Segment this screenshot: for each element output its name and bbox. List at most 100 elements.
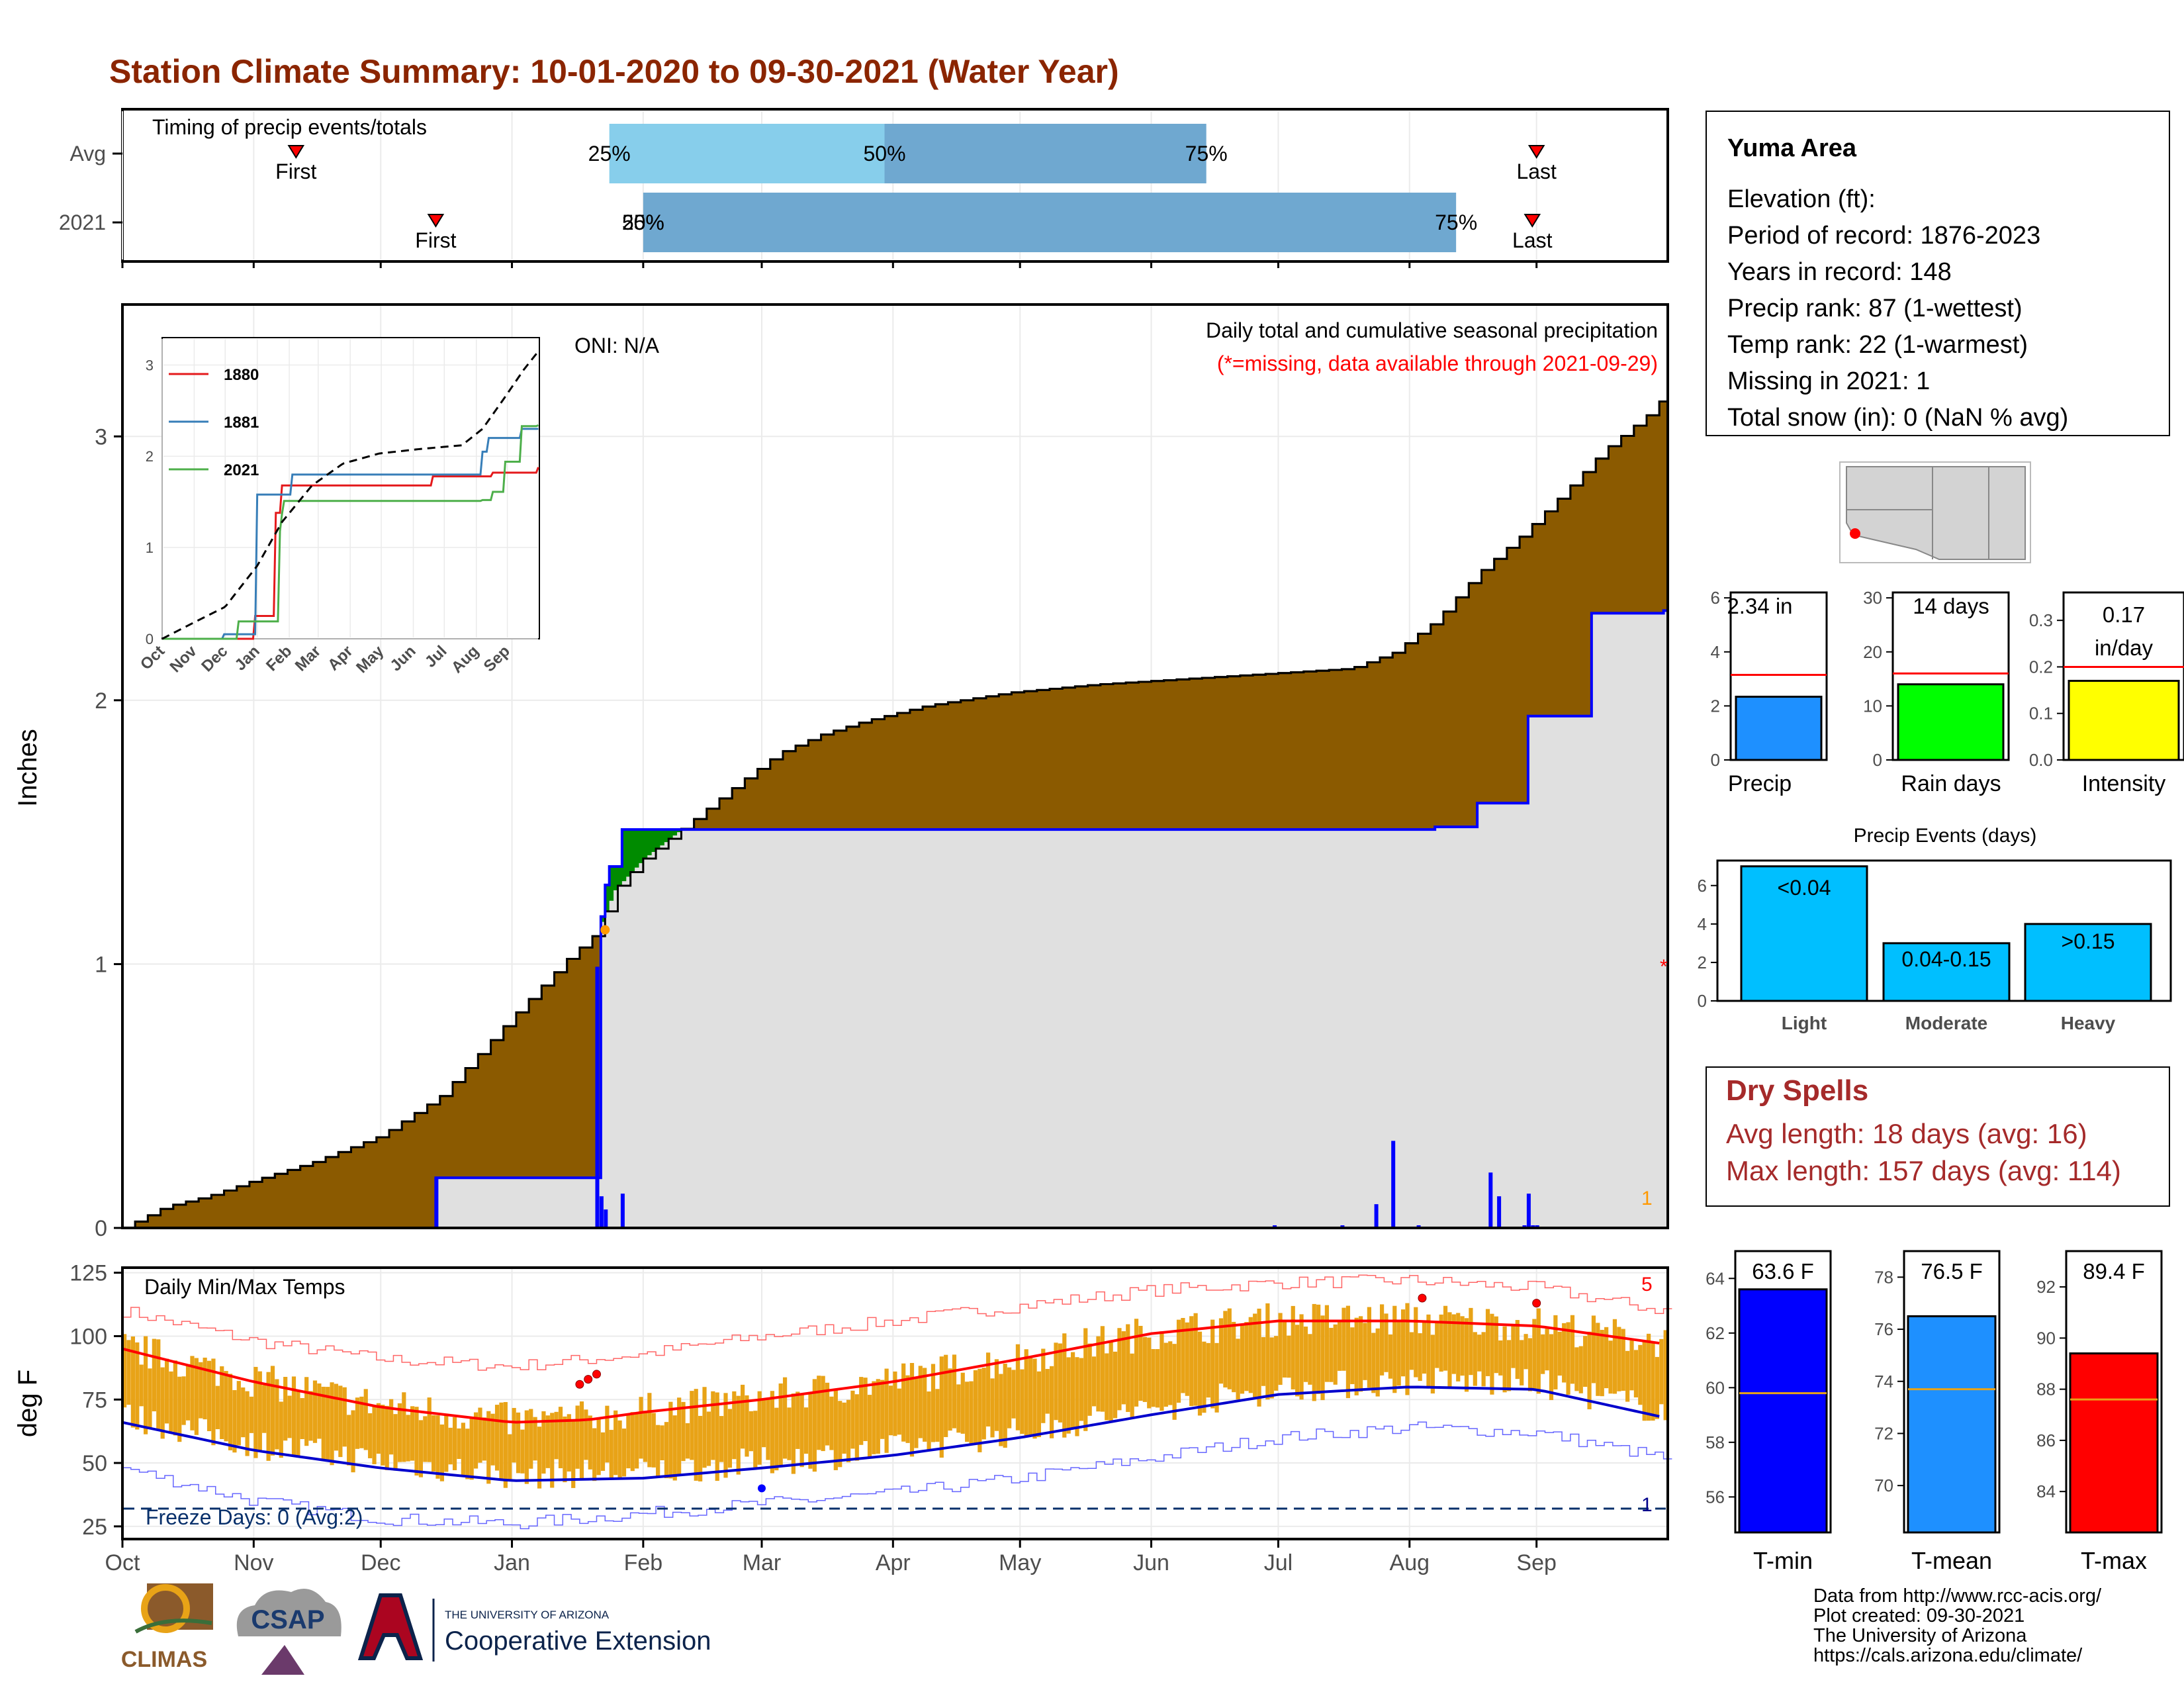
daily-temp-bar-187 [914, 1377, 919, 1448]
daily-temp-bar-24 [224, 1371, 228, 1442]
daily-temp-bar-209 [1007, 1367, 1012, 1429]
daily-temp-bar-191 [931, 1364, 936, 1442]
events-tick-label-4: 4 [1698, 914, 1707, 934]
daily-temp-bar-176 [867, 1395, 872, 1459]
daily-temp-bar-148 [749, 1411, 753, 1452]
footer-line-2: Plot created: 09-30-2021 [1813, 1605, 2025, 1626]
csap-logo: CSAP [236, 1589, 341, 1675]
daily-temp-bar-39 [287, 1395, 292, 1438]
daily-temp-bar-72 [427, 1397, 432, 1462]
daily-temp-bar-166 [825, 1382, 830, 1446]
daily-temp-bar-327 [1506, 1340, 1512, 1391]
daily-temp-bar-84 [478, 1407, 482, 1463]
daily-temp-bar-13 [177, 1376, 182, 1442]
daily-temp-bar-146 [741, 1384, 745, 1449]
daily-temp-bar-342 [1570, 1315, 1575, 1384]
record-high-marker-4 [1532, 1299, 1541, 1308]
daily-temp-bar-149 [753, 1411, 758, 1468]
inset-legend-label-2021: 2021 [224, 461, 259, 479]
avg-min-line [122, 1385, 1660, 1482]
daily-temp-bar-311 [1439, 1314, 1443, 1372]
daily-temp-bar-346 [1587, 1331, 1592, 1409]
temp-bar-tick-label-0-3: 62 [1706, 1323, 1725, 1343]
daily-temp-bar-85 [482, 1417, 486, 1461]
temp-bar-tick-label-0-4: 64 [1706, 1268, 1725, 1288]
daily-temp-bar-67 [406, 1415, 410, 1462]
events-bar-light [1740, 865, 1868, 1002]
daily-temp-bar-190 [927, 1391, 931, 1451]
inset-legend-label-1881: 1881 [224, 414, 259, 432]
daily-temp-bar-313 [1447, 1312, 1452, 1387]
month-label-11: Sep [1516, 1550, 1557, 1575]
daily-temp-bar-177 [872, 1381, 876, 1454]
daily-temp-bar-271 [1269, 1337, 1274, 1399]
daily-temp-bar-5 [143, 1336, 148, 1434]
daily-temp-bar-36 [275, 1379, 279, 1450]
daily-temp-bar-46 [317, 1383, 322, 1439]
daily-temp-bar-3 [135, 1342, 140, 1430]
daily-temp-bar-362 [1655, 1356, 1660, 1419]
daily-temp-bar-80 [461, 1423, 465, 1476]
footer-line-3: The University of Arizona [1813, 1625, 2027, 1646]
daily-temp-bar-151 [761, 1399, 766, 1448]
daily-temp-bar-22 [215, 1385, 220, 1430]
daily-temp-bar-48 [326, 1387, 330, 1460]
daily-temp-bar-11 [169, 1371, 173, 1432]
daily-temp-bar-124 [647, 1393, 652, 1468]
daily-temp-bar-201 [973, 1370, 978, 1444]
daily-temp-bar-65 [397, 1403, 402, 1462]
daily-temp-bar-279 [1303, 1326, 1308, 1382]
daily-temp-bar-359 [1642, 1340, 1647, 1421]
daily-temp-bar-278 [1299, 1314, 1304, 1400]
inset-line-1881 [162, 428, 539, 640]
record-min-line [122, 1421, 1672, 1530]
events-heavy-value: >0.15 [2062, 929, 2115, 953]
daily-temp-bar-352 [1612, 1319, 1617, 1394]
events-heavy-label: Heavy [2061, 1013, 2116, 1033]
tmean-value: 76.5 F [1921, 1259, 1983, 1284]
daily-temp-bar-20 [206, 1360, 212, 1431]
ua-big-text: Cooperative Extension [445, 1626, 711, 1656]
daily-temp-bar-329 [1515, 1320, 1520, 1380]
precip-bar-label: Precip [1728, 771, 1792, 796]
daily-precip-bar-0 [434, 1178, 439, 1228]
daily-temp-bar-230 [1096, 1336, 1101, 1412]
station-name: Yuma Area [1727, 134, 1857, 162]
daily-temp-bar-51 [338, 1385, 343, 1458]
daily-temp-bar-129 [668, 1401, 673, 1479]
daily-temp-bar-33 [262, 1385, 267, 1433]
temp-bar-tick-label-1-0: 70 [1874, 1476, 1893, 1495]
raindays-bar-value: 14 days [1913, 594, 1989, 618]
daily-temp-bar-336 [1545, 1329, 1549, 1371]
daily-temp-bar-130 [672, 1415, 677, 1481]
daily-temp-bar-93 [516, 1412, 521, 1474]
ua-logo: THE UNIVERSITY OF ARIZONA Cooperative Ex… [357, 1593, 711, 1662]
daily-temp-bar-120 [630, 1412, 635, 1472]
daily-temp-bar-43 [304, 1377, 309, 1446]
daily-temp-bar-29 [245, 1391, 250, 1456]
daily-temp-bar-139 [711, 1391, 715, 1460]
daily-temp-bar-89 [499, 1402, 504, 1480]
daily-temp-bar-214 [1028, 1358, 1033, 1436]
daily-temp-bar-357 [1633, 1350, 1639, 1398]
daily-temp-bar-74 [435, 1415, 440, 1479]
daily-temp-bar-347 [1591, 1315, 1596, 1383]
station-box-frame [1706, 111, 2170, 436]
daily-temp-bar-108 [579, 1401, 584, 1479]
daily-temp-bar-23 [220, 1366, 224, 1439]
daily-temp-bar-283 [1320, 1315, 1325, 1401]
daily-precip-bar-7 [1374, 1204, 1379, 1228]
month-axis: Oct Nov Dec Jan Feb Mar Apr May Jun Jul Aug Sep [105, 1539, 1557, 1575]
daily-temp-bar-264 [1240, 1323, 1245, 1394]
daily-temp-bar-181 [888, 1385, 893, 1436]
temp-bar-t-max [2069, 1352, 2159, 1534]
map-region [1846, 466, 2026, 560]
timing-avg-last-marker [1527, 145, 1545, 159]
csap-logo-text: CSAP [251, 1605, 324, 1634]
daily-temp-bar-326 [1502, 1326, 1507, 1393]
daily-temp-bar-134 [690, 1391, 694, 1460]
daily-temp-bar-290 [1350, 1327, 1355, 1384]
daily-temp-bar-231 [1100, 1326, 1105, 1412]
month-label-2: Dec [361, 1550, 400, 1575]
